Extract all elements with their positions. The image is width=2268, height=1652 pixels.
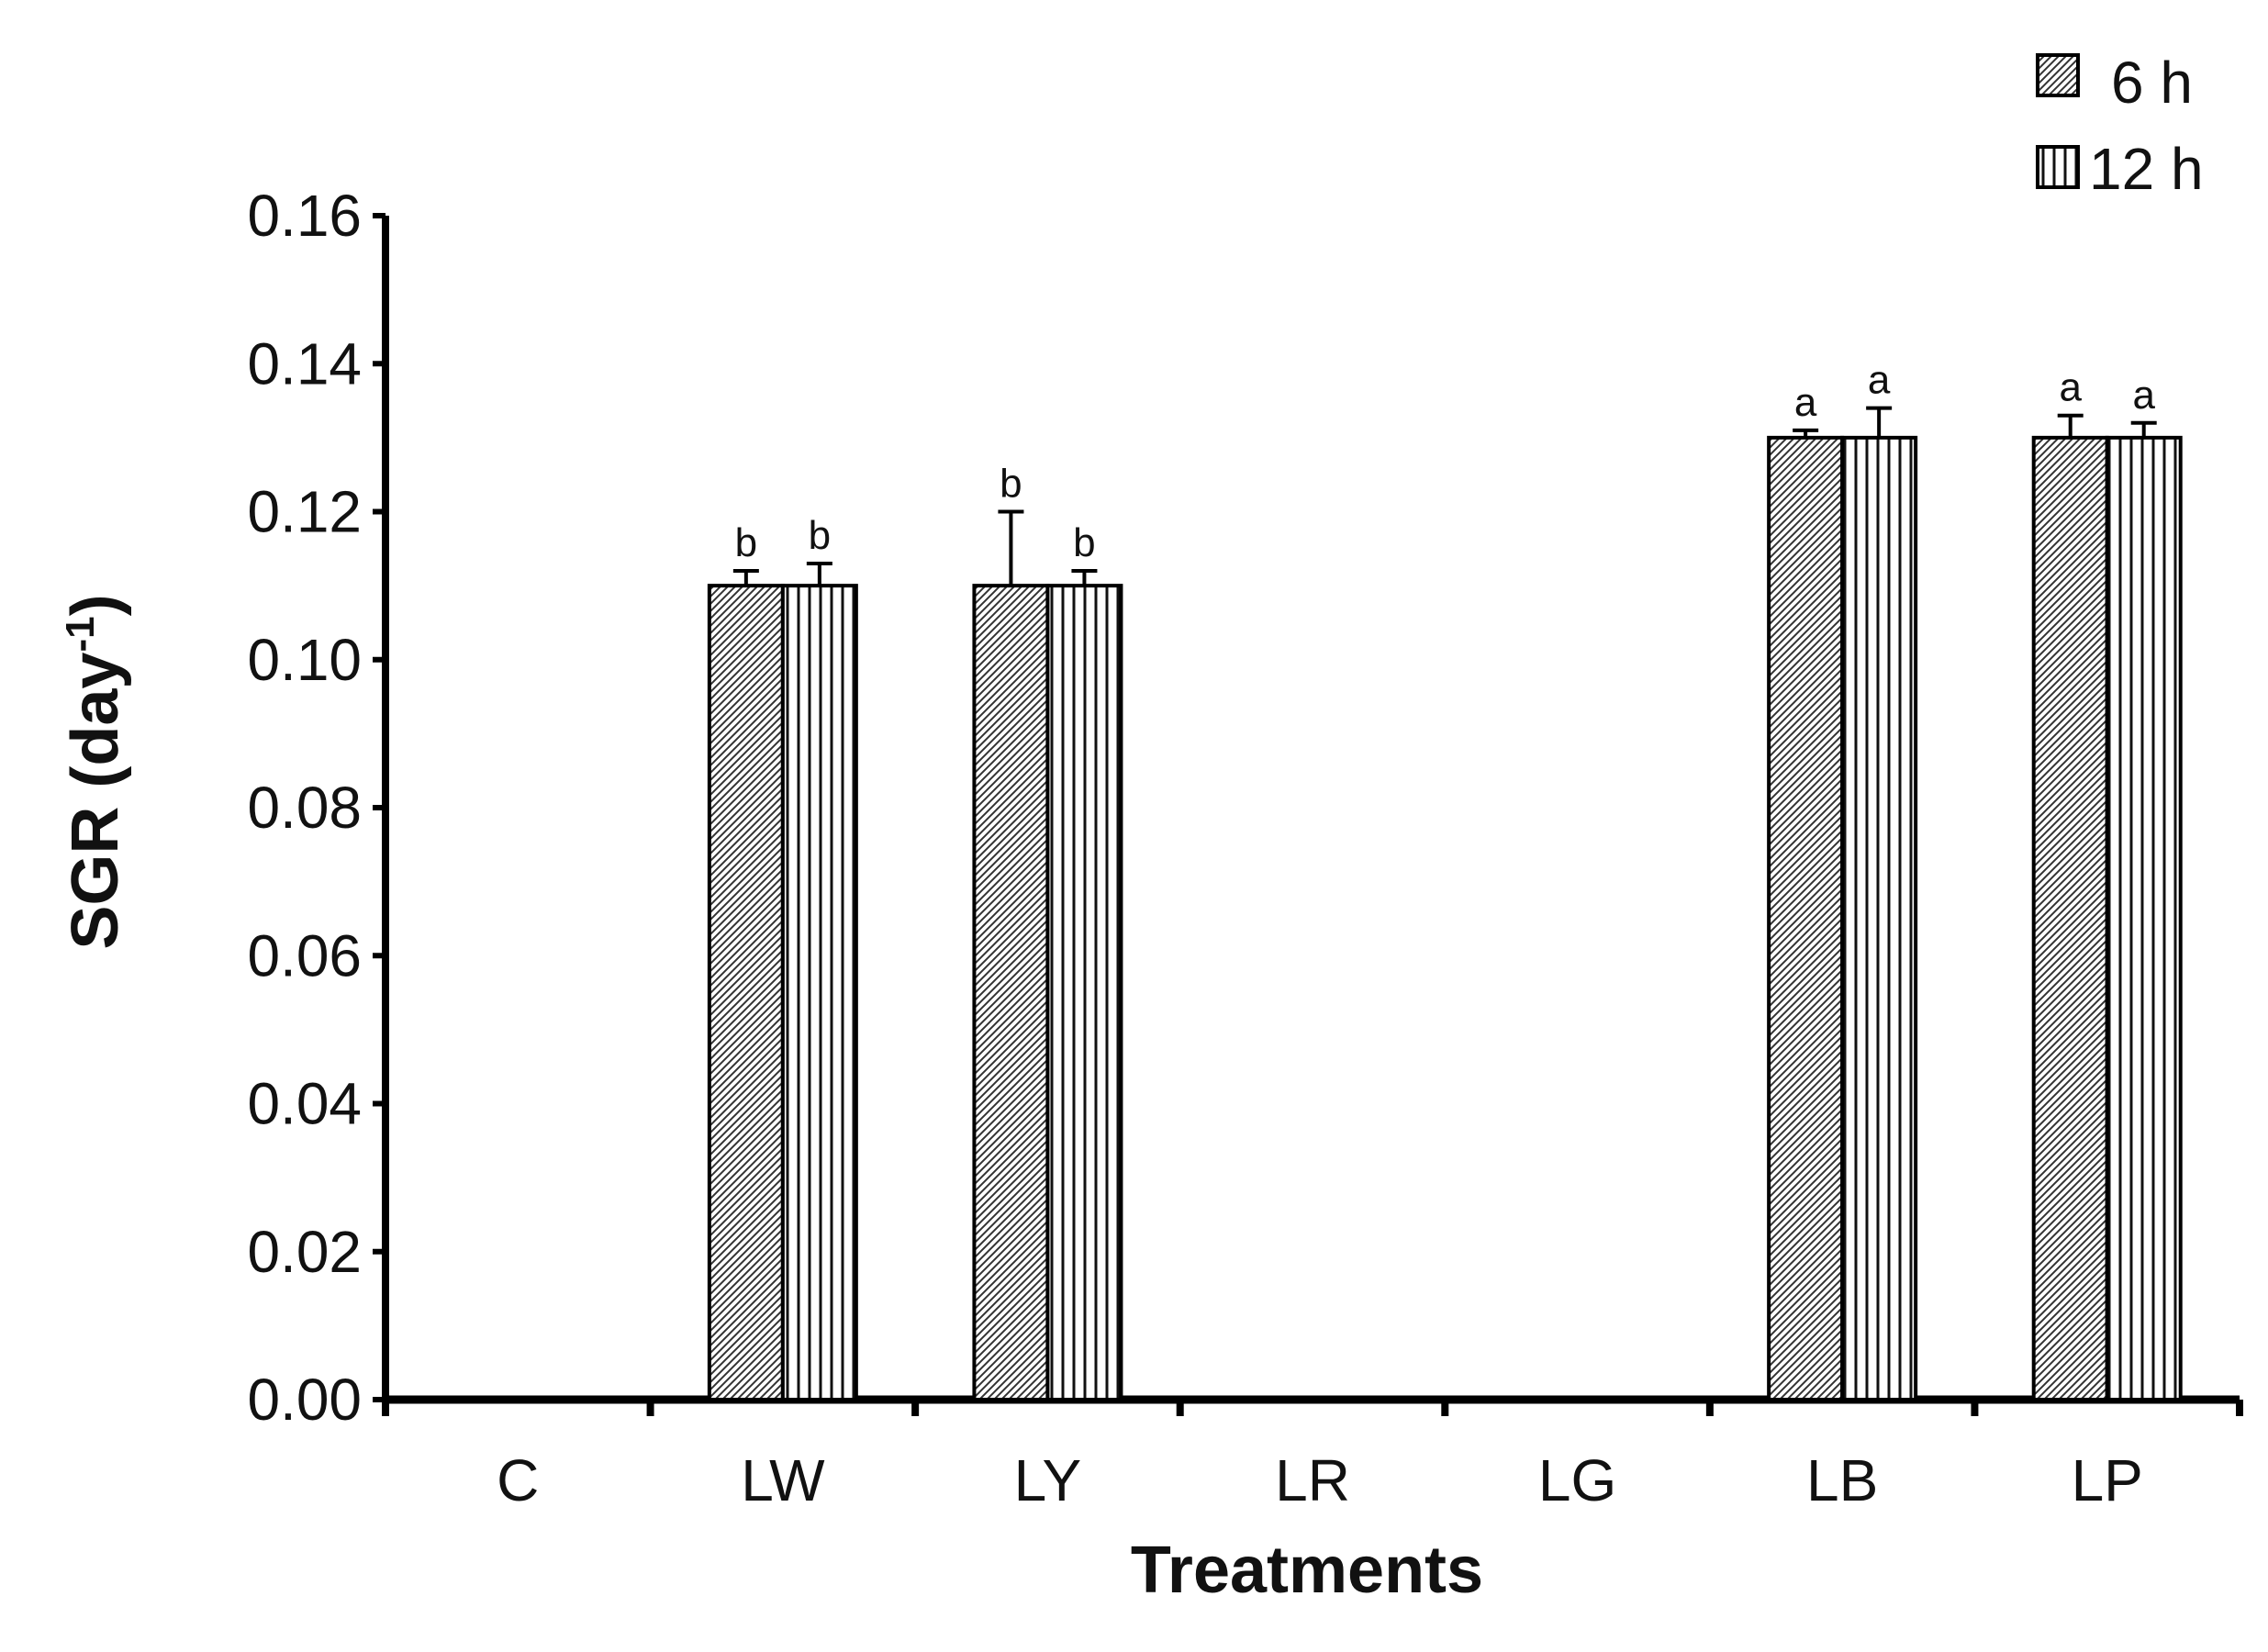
significance-label: a	[2132, 373, 2155, 418]
significance-label: b	[1073, 520, 1095, 565]
y-tick-label: 0.02	[247, 1219, 362, 1285]
legend-label-12h: 12 h	[2089, 136, 2204, 202]
bar	[1045, 584, 1123, 1401]
legend-swatch-6h	[2036, 53, 2080, 97]
x-category-label: LR	[1275, 1447, 1350, 1513]
bar	[780, 584, 858, 1401]
bar	[1840, 435, 1918, 1401]
legend: 6 h 12 h	[2036, 50, 2204, 202]
x-category-label: LB	[1806, 1447, 1878, 1513]
bar	[2031, 435, 2109, 1401]
y-axis-title: SGR (day-1)	[58, 594, 132, 949]
legend-label-6h: 6 h	[2111, 50, 2193, 116]
x-category-label: C	[497, 1447, 539, 1513]
y-tick-label: 0.00	[247, 1367, 362, 1433]
y-tick-label: 0.16	[247, 183, 362, 249]
y-tick-label: 0.12	[247, 479, 362, 545]
x-category-label: LW	[741, 1447, 825, 1513]
axes-group: 0.00 0.02 0.04 0.06 0.08 0.10 0.12 0.14 0.16	[247, 183, 2243, 1433]
x-category-label: LP	[2072, 1447, 2143, 1513]
x-axis-title: Treatments	[1131, 1534, 1483, 1607]
bar	[707, 584, 785, 1401]
bar	[972, 584, 1050, 1401]
x-category-label: LG	[1538, 1447, 1616, 1513]
y-tick-label: 0.14	[247, 330, 362, 396]
significance-label: a	[2059, 365, 2082, 410]
bar	[2105, 435, 2183, 1401]
bar	[1767, 435, 1845, 1401]
significance-label: a	[1794, 380, 1817, 425]
significance-label: b	[809, 513, 831, 558]
y-axis-title-superscript: -1	[58, 616, 103, 652]
y-tick-label: 0.06	[247, 922, 362, 988]
y-axis-title-main: SGR (day	[59, 653, 132, 950]
bars-group	[707, 406, 2183, 1401]
y-tick-label: 0.10	[247, 627, 362, 693]
significance-label: a	[1868, 358, 1891, 403]
significance-label: b	[735, 520, 757, 565]
labels-group: C LW LY LR LG LB LP b b a a b b a a	[497, 358, 2155, 1513]
y-tick-label: 0.08	[247, 775, 362, 841]
y-axis-title-close: )	[59, 594, 132, 616]
legend-swatch-12h	[2036, 145, 2080, 189]
y-tick-label: 0.04	[247, 1071, 362, 1137]
x-category-label: LY	[1014, 1447, 1082, 1513]
significance-label: b	[1000, 462, 1022, 507]
